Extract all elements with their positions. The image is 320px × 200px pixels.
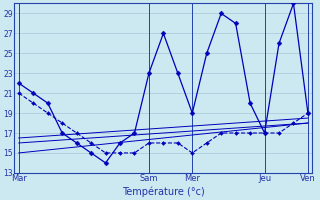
X-axis label: Température (°c): Température (°c) [122,186,205,197]
